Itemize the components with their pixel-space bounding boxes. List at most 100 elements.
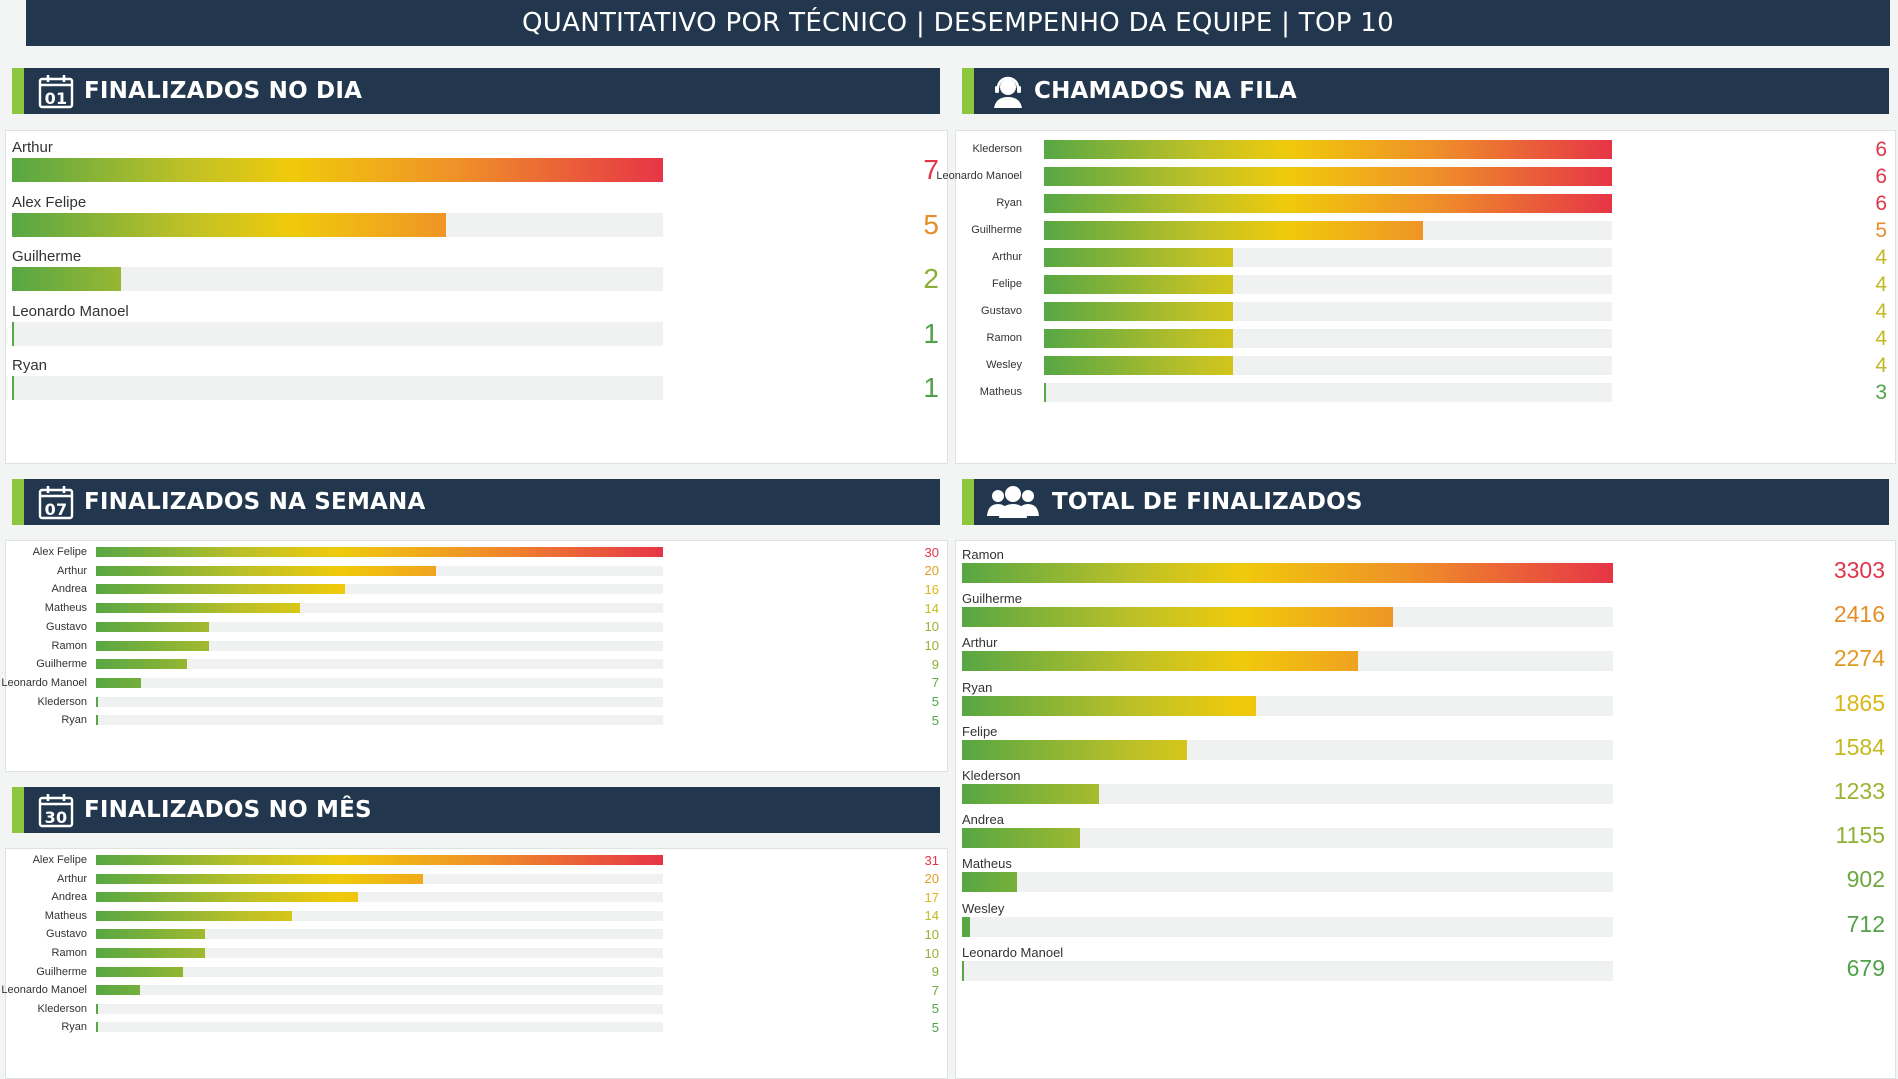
bar-track — [962, 828, 1613, 849]
category-label: Matheus — [979, 386, 1022, 398]
section-title-fila: CHAMADOS NA FILA — [1034, 78, 1297, 104]
value-label: 10 — [924, 926, 939, 942]
value-label: 2274 — [1833, 645, 1885, 672]
category-label: Klederson — [972, 143, 1022, 155]
category-label: Guilherme — [12, 248, 82, 265]
data-bar — [1044, 329, 1233, 348]
value-label: 5 — [931, 712, 939, 728]
svg-text:01: 01 — [45, 89, 68, 108]
category-label: Arthur — [57, 564, 87, 577]
section-title-dia: FINALIZADOS NO DIA — [84, 78, 363, 104]
data-bar — [96, 1022, 98, 1033]
data-bar — [962, 651, 1358, 672]
value-label: 4 — [1875, 300, 1887, 323]
value-label: 5 — [931, 1019, 939, 1035]
category-label: Andrea — [51, 583, 87, 596]
data-bar — [96, 696, 98, 707]
category-label: Matheus — [962, 856, 1012, 872]
bar-track — [1044, 248, 1612, 267]
category-label: Matheus — [44, 909, 87, 922]
data-bar — [1044, 383, 1046, 402]
data-bar — [962, 563, 1613, 583]
data-bar — [96, 565, 436, 576]
category-label: Klederson — [37, 1002, 87, 1015]
bar-track — [962, 607, 1613, 628]
value-label: 1865 — [1833, 689, 1885, 716]
data-bar — [96, 659, 187, 670]
value-label: 4 — [1875, 273, 1887, 296]
category-label: Klederson — [962, 768, 1021, 783]
data-bar — [12, 267, 121, 291]
category-label: Ramon — [51, 947, 87, 959]
category-label: Felipe — [962, 723, 998, 739]
bar-track — [96, 584, 663, 595]
category-label: Ryan — [61, 714, 87, 727]
category-label: Ramon — [51, 639, 87, 652]
value-label: 2 — [923, 263, 939, 294]
bar-track — [12, 321, 663, 346]
value-label: 1 — [923, 372, 939, 403]
data-bar — [96, 677, 141, 688]
bar-track — [96, 1022, 663, 1033]
value-label: 20 — [924, 871, 939, 887]
dashboard-title-text: QUANTITATIVO POR TÉCNICO | DESEMPENHO DA… — [522, 8, 1394, 38]
category-label: Alex Felipe — [32, 854, 87, 866]
bar-track — [12, 267, 663, 291]
data-bar — [1044, 248, 1233, 267]
category-label: Arthur — [12, 139, 53, 156]
value-label: 10 — [924, 945, 939, 961]
bar-track — [962, 651, 1613, 672]
chart-panel-fila: Klederson 6 Leonardo Manoel 6 Ryan 6 Guilherme… — [936, 130, 1896, 464]
data-bar — [962, 960, 964, 981]
header-accent — [12, 68, 24, 114]
support-agent-icon — [994, 76, 1022, 108]
value-label: 6 — [1875, 138, 1887, 161]
category-label: Leonardo Manoel — [1, 676, 87, 689]
bar-track — [962, 872, 1613, 893]
category-label: Ryan — [996, 197, 1022, 209]
bar-track — [12, 158, 663, 182]
category-label: Alex Felipe — [12, 193, 87, 211]
value-label: 4 — [1875, 354, 1887, 377]
bar-track — [962, 695, 1613, 716]
bar-track — [1044, 140, 1612, 159]
data-bar — [96, 547, 663, 557]
bar-track — [96, 621, 663, 632]
value-label: 16 — [924, 581, 939, 597]
value-label: 9 — [931, 656, 939, 672]
value-label: 5 — [931, 694, 939, 710]
value-label: 30 — [924, 544, 939, 560]
data-bar — [96, 1003, 98, 1014]
bar-track — [96, 640, 663, 651]
category-label: Gustavo — [46, 620, 87, 633]
section-title-mes: FINALIZADOS NO MÊS — [84, 797, 372, 823]
value-label: 1 — [923, 317, 939, 349]
bar-track — [96, 1003, 663, 1014]
data-bar — [962, 872, 1017, 893]
header-accent — [962, 68, 974, 114]
data-bar — [12, 212, 446, 237]
data-bar — [96, 929, 205, 940]
category-label: Guilherme — [36, 658, 87, 671]
category-label: Gustavo — [46, 928, 87, 941]
value-label: 7 — [931, 982, 939, 998]
data-bar — [96, 621, 209, 632]
data-bar — [96, 584, 345, 595]
category-label: Ryan — [962, 679, 993, 695]
value-label: 5 — [923, 208, 939, 240]
category-label: Leonardo Manoel — [12, 302, 129, 320]
data-bar — [962, 695, 1256, 716]
data-bar — [96, 603, 300, 614]
category-label: Wesley — [962, 900, 1005, 916]
bar-track — [96, 985, 663, 996]
category-label: Leonardo Manoel — [962, 944, 1064, 960]
category-label: Felipe — [992, 278, 1022, 290]
bar-track — [96, 565, 663, 576]
value-label: 10 — [924, 619, 939, 635]
value-label: 14 — [924, 600, 939, 616]
data-bar — [96, 948, 205, 958]
data-bar — [96, 966, 183, 977]
category-label: Arthur — [992, 251, 1022, 263]
header-accent — [12, 479, 24, 525]
value-label: 6 — [1875, 192, 1887, 215]
